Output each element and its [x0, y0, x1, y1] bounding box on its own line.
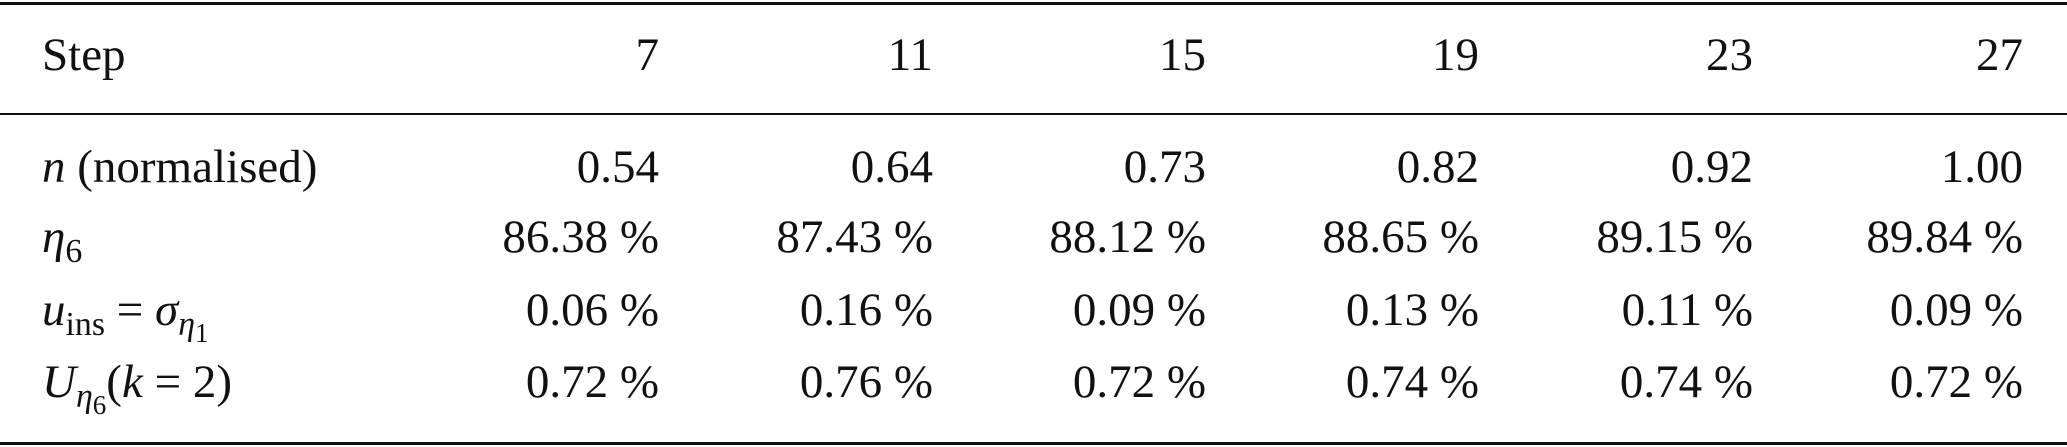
row-label: n (normalised) [42, 144, 317, 191]
label-part: η [178, 306, 195, 344]
top-rule [0, 2, 2067, 5]
data-cell: 0.72 % [525, 356, 659, 408]
data-cell: 0.54 [576, 141, 659, 193]
label-part: U [42, 356, 76, 408]
data-cell: 0.72 % [1889, 356, 2023, 408]
data-cell: 89.84 % [1866, 211, 2023, 263]
data-cell: 0.74 % [1619, 356, 1753, 408]
label-part: 1 [194, 317, 209, 348]
data-cell: 0.11 % [1621, 284, 1753, 336]
data-cell: 88.65 % [1322, 211, 1479, 263]
label-part: ins [65, 306, 105, 344]
data-cell: 0.72 % [1072, 356, 1206, 408]
data-cell: 0.06 % [525, 284, 659, 336]
data-cell: 0.16 % [799, 284, 933, 336]
data-cell: 0.09 % [1072, 284, 1206, 336]
header-cell: 19 [1432, 29, 1479, 81]
label-part: = 2) [154, 356, 232, 408]
data-cell: 0.82 [1396, 141, 1479, 193]
header-cell: 27 [1976, 29, 2023, 81]
data-cell: 0.64 [850, 141, 933, 193]
data-cell: 0.13 % [1345, 284, 1479, 336]
data-cell: 0.74 % [1345, 356, 1479, 408]
header-label: Step [42, 29, 126, 81]
label-part: σ [155, 284, 179, 336]
bottom-rule [0, 442, 2067, 445]
label-sub: η1 [178, 306, 208, 347]
data-cell: 89.15 % [1596, 211, 1753, 263]
data-cell: 1.00 [1940, 141, 2023, 193]
mid-rule [0, 113, 2067, 115]
label-part: = [116, 284, 144, 336]
row-label: η6 [42, 211, 82, 269]
row-label: Uη6(k = 2) [42, 356, 232, 419]
data-cell: 0.76 % [799, 356, 933, 408]
data-cell: 0.09 % [1889, 284, 2023, 336]
data-cell: 87.43 % [776, 211, 933, 263]
header-cell: 7 [635, 29, 660, 81]
label-part: n [42, 141, 66, 193]
label-sub: η6 [75, 378, 106, 419]
data-cell: 88.12 % [1049, 211, 1206, 263]
label-part: u [42, 284, 66, 336]
label-part: ( [106, 356, 122, 408]
label-part: 6 [92, 389, 107, 420]
data-cell: 0.92 [1670, 141, 1753, 193]
header-cell: 23 [1706, 29, 1753, 81]
label-part: η [75, 378, 93, 416]
label-part: 6 [65, 233, 83, 271]
data-cell: 0.73 [1123, 141, 1206, 193]
label-part: (normalised) [77, 141, 318, 193]
header-cell: 15 [1159, 29, 1206, 81]
label-part: k [121, 356, 143, 408]
label-part: η [42, 211, 66, 263]
header-cell: 11 [887, 29, 933, 81]
row-label: uins = ση1 [42, 284, 209, 347]
data-cell: 86.38 % [502, 211, 659, 263]
